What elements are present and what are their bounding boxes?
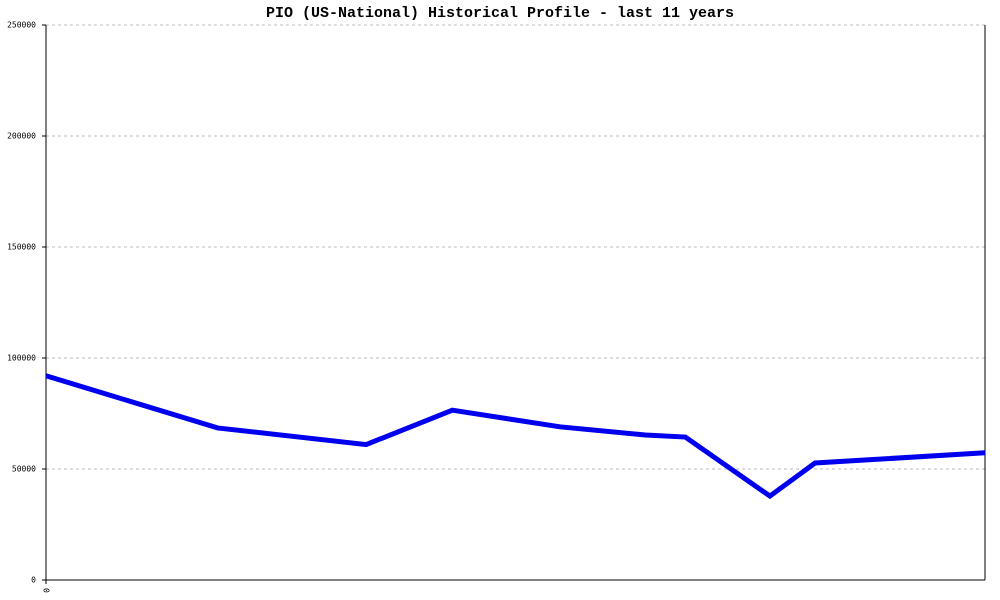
y-tick-label: 250000: [7, 21, 36, 30]
data-line: [45, 373, 986, 500]
chart-title: PIO (US-National) Historical Profile - l…: [266, 5, 734, 22]
y-tick-label: 150000: [7, 243, 36, 252]
y-tick-label: 200000: [7, 132, 36, 141]
x-tick-label: 0: [42, 588, 51, 593]
y-tick-label: 0: [31, 576, 36, 585]
y-tick-label: 100000: [7, 354, 36, 363]
y-tick-label: 50000: [12, 465, 36, 474]
